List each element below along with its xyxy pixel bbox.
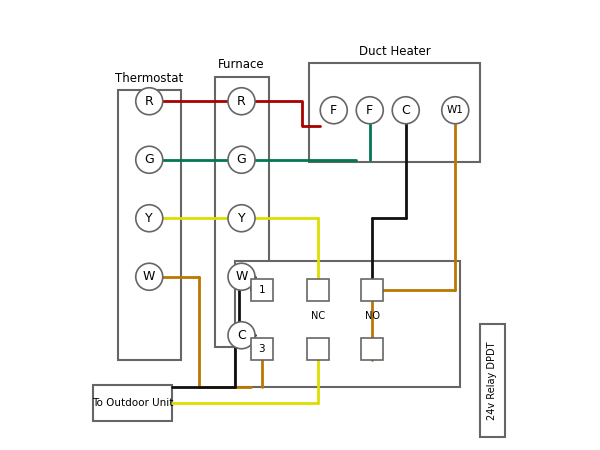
Bar bbox=[361, 338, 383, 360]
Text: Thermostat: Thermostat bbox=[115, 72, 184, 85]
Text: Duct Heater: Duct Heater bbox=[359, 45, 430, 58]
Text: Y: Y bbox=[145, 212, 153, 225]
Text: 24v Relay DPDT: 24v Relay DPDT bbox=[487, 341, 497, 419]
Bar bbox=[480, 324, 505, 436]
Bar bbox=[235, 261, 460, 387]
Bar bbox=[118, 90, 181, 360]
Circle shape bbox=[228, 88, 255, 115]
Bar bbox=[251, 338, 272, 360]
Text: NO: NO bbox=[365, 311, 380, 321]
Bar bbox=[93, 385, 172, 421]
Text: G: G bbox=[236, 153, 247, 166]
Text: F: F bbox=[330, 104, 337, 117]
Text: 1: 1 bbox=[259, 285, 265, 295]
Circle shape bbox=[442, 97, 469, 124]
Circle shape bbox=[228, 263, 255, 290]
Text: W: W bbox=[143, 270, 155, 283]
Text: R: R bbox=[237, 95, 246, 108]
Circle shape bbox=[228, 146, 255, 173]
Circle shape bbox=[320, 97, 347, 124]
Text: Y: Y bbox=[238, 212, 245, 225]
Circle shape bbox=[136, 146, 163, 173]
Bar bbox=[309, 63, 480, 162]
Circle shape bbox=[228, 205, 255, 232]
Circle shape bbox=[136, 263, 163, 290]
Circle shape bbox=[136, 88, 163, 115]
Text: W1: W1 bbox=[447, 105, 464, 115]
Text: NC: NC bbox=[311, 311, 325, 321]
Circle shape bbox=[136, 205, 163, 232]
Text: To Outdoor Unit: To Outdoor Unit bbox=[92, 398, 173, 408]
Bar bbox=[307, 338, 329, 360]
Text: 3: 3 bbox=[259, 344, 265, 354]
Circle shape bbox=[228, 322, 255, 349]
Text: F: F bbox=[366, 104, 373, 117]
Circle shape bbox=[356, 97, 383, 124]
Text: G: G bbox=[145, 153, 154, 166]
Bar bbox=[361, 279, 383, 301]
Text: C: C bbox=[237, 329, 246, 342]
Text: W: W bbox=[235, 270, 248, 283]
Text: R: R bbox=[145, 95, 154, 108]
Text: Furnace: Furnace bbox=[218, 58, 265, 71]
Text: C: C bbox=[401, 104, 410, 117]
Circle shape bbox=[392, 97, 419, 124]
Bar bbox=[251, 279, 272, 301]
Bar bbox=[215, 76, 269, 346]
Bar bbox=[307, 279, 329, 301]
